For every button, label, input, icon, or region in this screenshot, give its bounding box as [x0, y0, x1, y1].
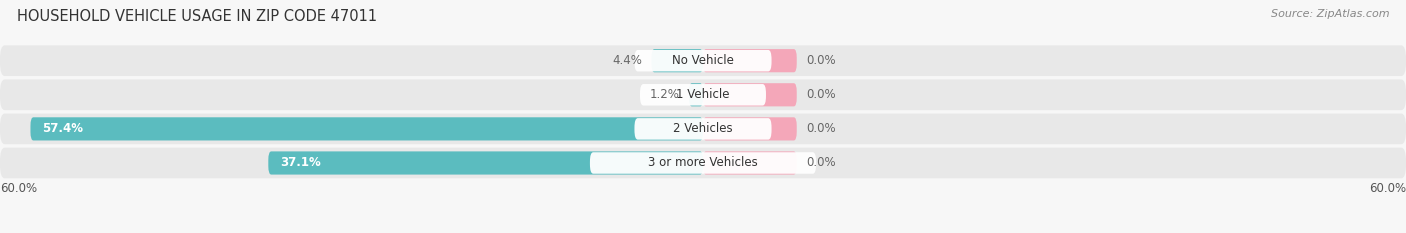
FancyBboxPatch shape: [0, 148, 1406, 178]
FancyBboxPatch shape: [703, 83, 797, 106]
Text: 4.4%: 4.4%: [612, 54, 643, 67]
Text: 0.0%: 0.0%: [806, 157, 835, 169]
FancyBboxPatch shape: [634, 118, 772, 140]
FancyBboxPatch shape: [269, 151, 703, 175]
Text: 0.0%: 0.0%: [806, 54, 835, 67]
FancyBboxPatch shape: [0, 113, 1406, 144]
Text: 37.1%: 37.1%: [280, 157, 321, 169]
Text: 57.4%: 57.4%: [42, 122, 83, 135]
Text: HOUSEHOLD VEHICLE USAGE IN ZIP CODE 47011: HOUSEHOLD VEHICLE USAGE IN ZIP CODE 4701…: [17, 9, 377, 24]
FancyBboxPatch shape: [0, 79, 1406, 110]
Text: No Vehicle: No Vehicle: [672, 54, 734, 67]
Text: 60.0%: 60.0%: [0, 182, 37, 195]
Text: 1 Vehicle: 1 Vehicle: [676, 88, 730, 101]
Text: 2 Vehicles: 2 Vehicles: [673, 122, 733, 135]
Text: 0.0%: 0.0%: [806, 88, 835, 101]
FancyBboxPatch shape: [634, 50, 772, 72]
Text: 0.0%: 0.0%: [806, 122, 835, 135]
Text: 1.2%: 1.2%: [650, 88, 679, 101]
Text: 60.0%: 60.0%: [1369, 182, 1406, 195]
Text: Source: ZipAtlas.com: Source: ZipAtlas.com: [1271, 9, 1389, 19]
FancyBboxPatch shape: [689, 83, 703, 106]
FancyBboxPatch shape: [651, 49, 703, 72]
FancyBboxPatch shape: [0, 45, 1406, 76]
FancyBboxPatch shape: [703, 49, 797, 72]
Text: 3 or more Vehicles: 3 or more Vehicles: [648, 157, 758, 169]
FancyBboxPatch shape: [703, 151, 797, 175]
FancyBboxPatch shape: [703, 117, 797, 140]
FancyBboxPatch shape: [31, 117, 703, 140]
FancyBboxPatch shape: [640, 84, 766, 106]
FancyBboxPatch shape: [591, 152, 815, 174]
